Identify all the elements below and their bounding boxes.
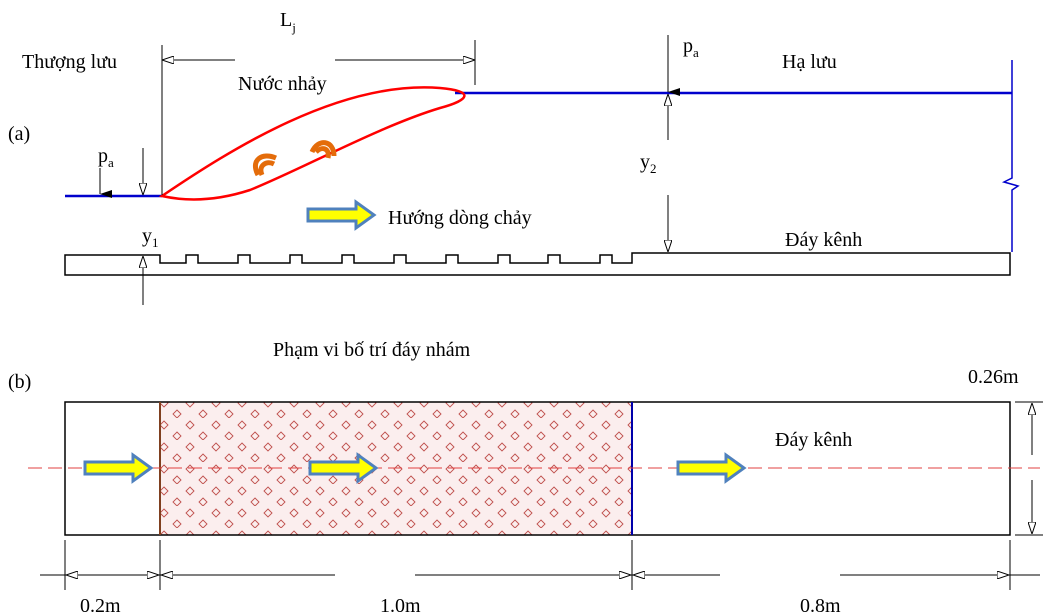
label-main: y: [142, 225, 152, 247]
downstream-label: Hạ lưu: [782, 51, 837, 73]
upstream-label: Thượng lưu: [22, 51, 117, 73]
panel-a: (a) Thượng lưu Hạ lưu Nước nhảy Hướng dò…: [8, 9, 1018, 305]
pressure-left-label: pa: [98, 145, 114, 170]
depth-1-label: y1: [142, 225, 159, 250]
label-sub: 2: [650, 161, 657, 176]
diagram: (a) Thượng lưu Hạ lưu Nước nhảy Hướng dò…: [0, 0, 1043, 615]
segment-label: 1.0m: [380, 595, 421, 615]
label-sub: a: [693, 45, 699, 60]
bed-label: Đáy kênh: [785, 229, 862, 251]
panel-label: (a): [8, 123, 30, 145]
panel-label: (b): [8, 371, 31, 393]
flow-arrow: [85, 455, 151, 481]
dimension-gap: [335, 565, 415, 585]
depth-2-label: y2: [640, 151, 657, 176]
label-main: p: [98, 145, 108, 167]
hydraulic-jump: [162, 87, 464, 199]
flow-arrow: [678, 455, 744, 481]
panel-b: (b) Phạm vi bố trí đáy nhám 0.26m Đáy kê…: [8, 339, 1043, 615]
label-sub: 1: [152, 235, 159, 250]
pressure-right-label: pa: [683, 35, 699, 60]
roughness-title: Phạm vi bố trí đáy nhám: [273, 339, 471, 361]
label-main: y: [640, 151, 650, 173]
width-label: 0.26m: [968, 366, 1019, 388]
vortex: [255, 156, 276, 175]
jump-label: Nước nhảy: [238, 73, 327, 95]
flow-label: Hướng dòng chảy: [388, 207, 532, 229]
segment-label: 0.8m: [800, 595, 841, 615]
right-boundary: [1004, 60, 1018, 252]
bed-label: Đáy kênh: [775, 429, 852, 451]
label-main: p: [683, 35, 693, 57]
channel-bed: [65, 253, 1010, 275]
label-sub: j: [291, 20, 296, 35]
jump-length-label: Lj: [280, 9, 296, 35]
segment-label: 0.2m: [80, 595, 121, 615]
label-main: L: [280, 9, 292, 31]
label-sub: a: [108, 155, 114, 170]
dimension-gap: [720, 565, 840, 585]
flow-arrow: [308, 202, 374, 228]
